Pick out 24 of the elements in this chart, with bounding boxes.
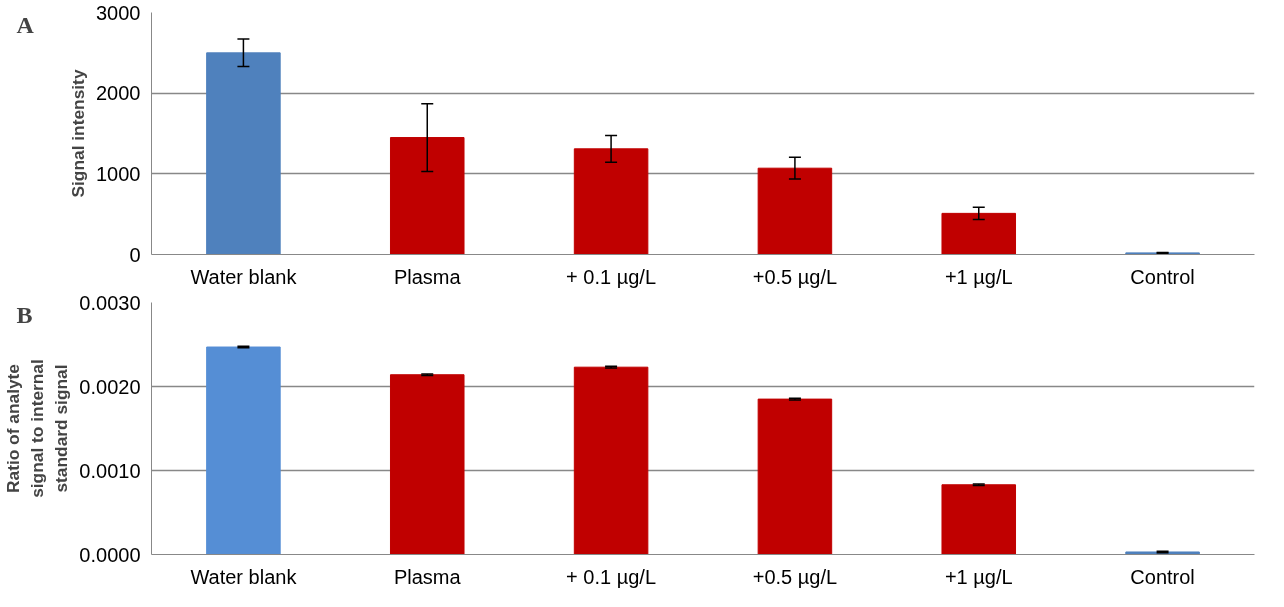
x-tick-label: Water blank [190, 265, 298, 288]
y-tick-label: 0.0030 [79, 291, 141, 314]
y-tick-label: 0.0010 [79, 459, 141, 482]
text: A [16, 11, 35, 38]
y-tick-label: 1000 [96, 162, 141, 185]
y-tick-label: 0.0020 [79, 375, 141, 398]
x-tick-label: +0.5 µg/L [752, 265, 838, 288]
y-axis-title: Signal intensity [68, 69, 89, 198]
x-tick-label: Plasma [393, 565, 462, 588]
x-tick-label: Control [1130, 565, 1195, 588]
x-tick-label: + 0.1 µg/L [566, 265, 657, 288]
x-tick-label: + 0.1 µg/L [566, 565, 657, 588]
x-tick-label: Water blank [190, 565, 298, 588]
x-tick-label: Plasma [393, 265, 462, 288]
text: B [16, 301, 33, 328]
y-axis-title: Ratio of analyte signal to internal standard signal [3, 359, 72, 498]
y-tick-label: 0 [129, 243, 141, 266]
y-tick-label: 0.0000 [79, 543, 141, 566]
y-tick-label: 3000 [96, 1, 141, 24]
x-tick-label: Control [1130, 265, 1195, 288]
x-tick-label: +0.5 µg/L [752, 565, 838, 588]
x-tick-label: +1 µg/L [944, 565, 1013, 588]
x-tick-label: +1 µg/L [944, 265, 1013, 288]
y-tick-label: 2000 [96, 82, 141, 105]
